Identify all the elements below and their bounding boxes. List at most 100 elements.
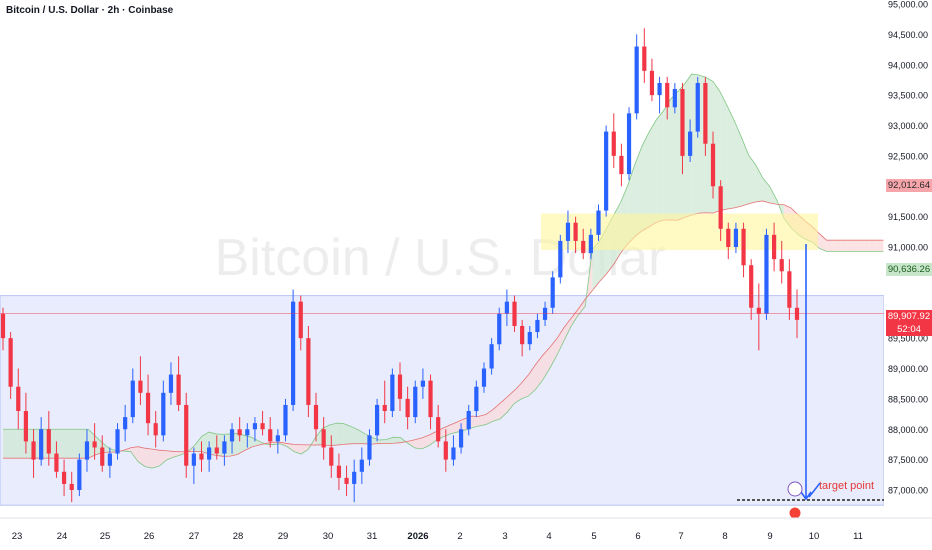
x-tick-label: 11 <box>853 531 863 542</box>
cloud-segment <box>507 390 515 413</box>
y-tick-label: 88,500.00 <box>888 394 928 404</box>
cloud-segment <box>152 449 160 469</box>
cloud-segment <box>521 374 529 399</box>
candle-body <box>54 453 59 472</box>
cloud-segment <box>137 446 146 467</box>
cloud-segment <box>17 429 25 459</box>
x-tick-label: 26 <box>144 531 155 542</box>
candle-body <box>504 301 509 314</box>
y-tick-label: 91,000.00 <box>888 243 928 253</box>
y-tick-label: 91,500.00 <box>888 212 928 222</box>
candle-body <box>726 228 731 247</box>
candle-body <box>474 386 479 412</box>
cloud-segment <box>386 437 394 444</box>
resistance-zone <box>541 213 818 251</box>
candle-body <box>39 429 44 460</box>
candle-body <box>374 404 380 436</box>
candle-body <box>275 435 280 442</box>
candle-body <box>191 453 196 466</box>
candle-body <box>77 459 82 490</box>
cloud-segment <box>656 111 664 223</box>
candle-body <box>153 423 158 436</box>
candle-body <box>794 307 800 320</box>
cloud-segment <box>66 429 75 459</box>
candle-body <box>779 259 784 272</box>
candle-body <box>138 380 143 393</box>
candle-body <box>321 429 326 448</box>
cloud-segment <box>855 240 863 252</box>
candle-body <box>237 429 242 436</box>
candle-body <box>145 392 151 424</box>
candle-body <box>481 368 487 387</box>
cloud-segment <box>407 439 415 448</box>
candle-body <box>382 404 387 412</box>
cloud-segment <box>876 240 884 252</box>
candle-body <box>168 374 174 393</box>
candle-body <box>565 222 571 241</box>
candle-body <box>771 234 777 260</box>
candle-body <box>596 210 601 235</box>
cloud-segment <box>748 154 756 204</box>
cloud-segment <box>301 444 309 455</box>
candle-body <box>420 380 426 387</box>
candle-body <box>642 46 647 71</box>
candle-body <box>184 404 189 466</box>
y-tick-label: 87,000.00 <box>888 486 928 496</box>
candle-body <box>527 332 532 345</box>
candle-body <box>306 338 311 405</box>
cloud-segment <box>244 435 252 451</box>
x-tick-label: 7 <box>678 531 683 542</box>
cloud-segment <box>159 450 167 467</box>
cloud-segment <box>492 403 501 422</box>
candle-body <box>100 447 105 466</box>
y-tick-label: 95,000.00 <box>888 0 928 10</box>
candle-body <box>207 447 212 460</box>
cloud-segment <box>720 91 728 211</box>
x-tick-label: 24 <box>57 531 68 542</box>
candle-body <box>336 465 342 478</box>
cloud-segment <box>869 240 877 252</box>
candle-body <box>466 411 471 430</box>
cloud-segment <box>762 177 770 204</box>
cloud-segment <box>514 383 522 404</box>
candle-body <box>69 483 74 490</box>
span-a-price-tag: 92,012.64 <box>886 179 932 192</box>
candle-body <box>489 344 494 369</box>
candle-body <box>283 404 288 436</box>
cloud-segment <box>542 347 550 381</box>
candle-body <box>245 429 250 436</box>
candle-body <box>581 240 586 254</box>
candle-body <box>161 392 166 436</box>
cloud-segment <box>500 397 508 419</box>
candle-body <box>558 240 563 278</box>
candle-body <box>665 82 670 108</box>
cloud-segment <box>471 416 479 428</box>
cloud-segment <box>563 318 572 341</box>
candle-body <box>329 447 334 466</box>
y-tick-label: 88,000.00 <box>888 425 928 435</box>
cloud-segment <box>592 241 600 291</box>
candle-body <box>298 301 303 339</box>
cloud-segment <box>350 426 359 444</box>
candle-body <box>619 155 624 175</box>
candle-body <box>268 429 273 442</box>
cloud-segment <box>642 132 650 231</box>
candle-body <box>405 398 410 418</box>
countdown-tag: 52:04 <box>886 323 932 336</box>
target-label: target point <box>819 480 874 492</box>
candle-body <box>0 313 6 339</box>
x-tick-label: 23 <box>12 531 23 542</box>
candle-body <box>497 313 502 345</box>
y-tick-label: 93,000.00 <box>888 121 928 131</box>
candle-body <box>23 411 29 442</box>
cloud-segment <box>862 240 870 252</box>
cloud-segment <box>10 429 18 459</box>
cloud-segment <box>734 120 742 208</box>
y-tick-label: 94,500.00 <box>888 30 928 40</box>
cloud-segment <box>251 437 259 448</box>
chart-title: Bitcoin / U.S. Dollar · 2h · Coinbase <box>6 5 174 16</box>
check-mark <box>808 482 821 498</box>
cloud-segment <box>194 436 202 452</box>
candle-body <box>710 143 716 187</box>
